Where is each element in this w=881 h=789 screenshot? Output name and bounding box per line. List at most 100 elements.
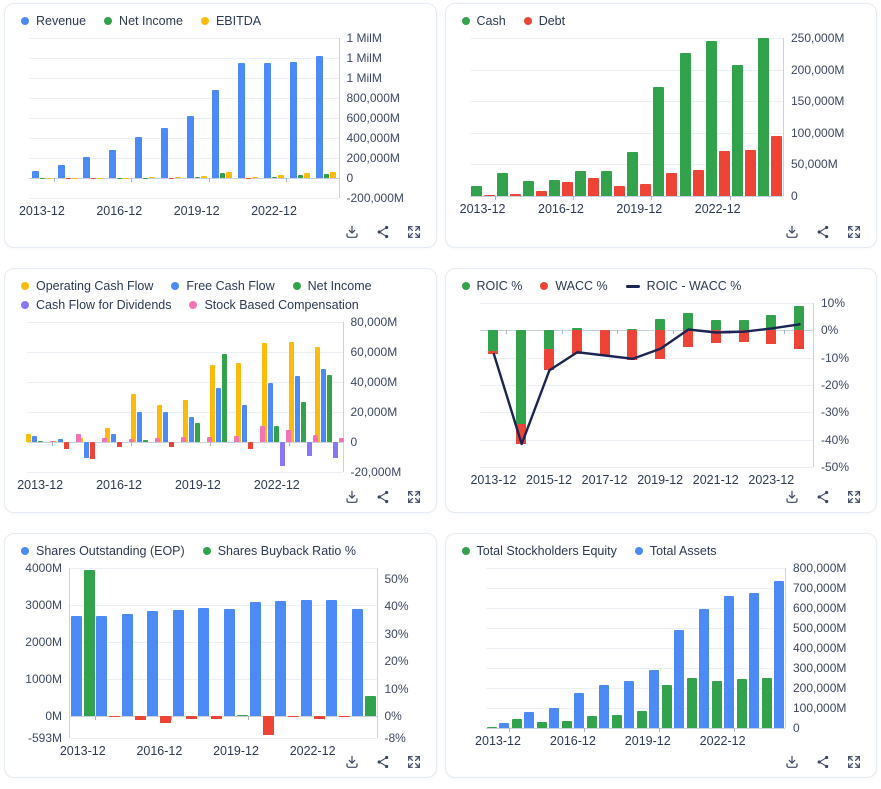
bar-net-income[interactable] — [143, 177, 149, 179]
bar-ebitda[interactable] — [200, 176, 207, 178]
bar-roic[interactable] — [710, 319, 721, 331]
bar-ebitda[interactable] — [278, 174, 285, 178]
bar-stock-based-compensation[interactable] — [259, 426, 265, 442]
legend-item-cash-flow-for-dividends[interactable]: Cash Flow for Dividends — [21, 298, 171, 312]
bar-stock-based-compensation[interactable] — [128, 438, 134, 442]
share-button[interactable] — [815, 224, 831, 240]
bar-shares-outstanding-eop[interactable] — [275, 601, 287, 716]
bar-free-cash-flow[interactable] — [320, 369, 326, 443]
bar-roic[interactable] — [571, 328, 582, 331]
bar-shares-outstanding-eop[interactable] — [249, 601, 261, 717]
bar-operating-cash-flow[interactable] — [51, 440, 57, 442]
expand-button[interactable] — [406, 224, 422, 240]
bar-net-income[interactable] — [168, 178, 174, 179]
bar-total-assets[interactable] — [648, 670, 659, 728]
legend-item-revenue[interactable]: Revenue — [21, 14, 86, 28]
bar-cash-flow-for-dividends[interactable] — [332, 442, 338, 458]
expand-button[interactable] — [846, 224, 862, 240]
legend-item-free-cash-flow[interactable]: Free Cash Flow — [171, 279, 275, 293]
bar-free-cash-flow[interactable] — [189, 416, 195, 442]
bar-free-cash-flow[interactable] — [268, 382, 274, 442]
bar-total-assets[interactable] — [548, 708, 559, 728]
share-button[interactable] — [375, 754, 391, 770]
bar-net-income[interactable] — [91, 178, 97, 179]
bar-net-income[interactable] — [246, 178, 252, 179]
bar-revenue[interactable] — [186, 116, 194, 178]
legend-item-shares-buyback-ratio[interactable]: Shares Buyback Ratio % — [202, 544, 356, 558]
bar-roic[interactable] — [599, 329, 610, 331]
line-roic-wacc[interactable] — [480, 303, 814, 467]
bar-roic[interactable] — [766, 314, 777, 331]
bar-net-income[interactable] — [300, 402, 306, 443]
bar-wacc[interactable] — [682, 330, 693, 347]
bar-total-stockholders-equity[interactable] — [686, 678, 697, 728]
bar-roic[interactable] — [738, 319, 749, 331]
legend-item-roic-wacc[interactable]: ROIC - WACC % — [625, 279, 741, 293]
bar-wacc[interactable] — [599, 330, 610, 357]
bar-stock-based-compensation[interactable] — [49, 441, 55, 443]
share-button[interactable] — [375, 224, 391, 240]
legend-item-shares-outstanding-eop[interactable]: Shares Outstanding (EOP) — [21, 544, 185, 558]
bar-cash[interactable] — [601, 170, 613, 196]
bar-operating-cash-flow[interactable] — [235, 362, 241, 442]
bar-ebitda[interactable] — [149, 177, 156, 179]
bar-wacc[interactable] — [543, 348, 554, 371]
bar-total-stockholders-equity[interactable] — [761, 678, 772, 728]
legend-item-total-assets[interactable]: Total Assets — [634, 544, 717, 558]
bar-revenue[interactable] — [135, 137, 143, 178]
bar-stock-based-compensation[interactable] — [286, 430, 292, 442]
bar-stock-based-compensation[interactable] — [102, 438, 108, 442]
legend-item-net-income[interactable]: Net Income — [104, 14, 183, 28]
bar-net-income[interactable] — [194, 176, 200, 178]
bar-shares-buyback-ratio[interactable] — [83, 569, 95, 716]
bar-free-cash-flow[interactable] — [110, 434, 116, 442]
bar-total-assets[interactable] — [773, 581, 784, 728]
bar-total-stockholders-equity[interactable] — [511, 719, 522, 728]
bar-shares-buyback-ratio[interactable] — [339, 716, 351, 718]
bar-ebitda[interactable] — [303, 173, 310, 178]
download-button[interactable] — [784, 489, 800, 505]
bar-debt[interactable] — [561, 182, 573, 196]
bar-operating-cash-flow[interactable] — [183, 400, 189, 442]
bar-net-income[interactable] — [117, 177, 123, 179]
share-button[interactable] — [375, 489, 391, 505]
bar-wacc[interactable] — [488, 350, 499, 355]
bar-roic[interactable] — [682, 313, 693, 331]
bar-stock-based-compensation[interactable] — [233, 435, 239, 442]
bar-cash[interactable] — [679, 53, 691, 196]
bar-total-stockholders-equity[interactable] — [486, 727, 497, 728]
bar-cash[interactable] — [548, 180, 560, 196]
bar-debt[interactable] — [483, 194, 495, 196]
bar-debt[interactable] — [692, 170, 704, 196]
legend-item-operating-cash-flow[interactable]: Operating Cash Flow — [21, 279, 153, 293]
bar-total-assets[interactable] — [698, 608, 709, 728]
bar-operating-cash-flow[interactable] — [314, 346, 320, 443]
legend-item-net-income[interactable]: Net Income — [292, 279, 372, 293]
bar-stock-based-compensation[interactable] — [154, 437, 160, 442]
legend-item-wacc[interactable]: WACC % — [540, 279, 608, 293]
bar-total-stockholders-equity[interactable] — [611, 714, 622, 728]
bar-net-income[interactable] — [247, 442, 253, 449]
bar-cash[interactable] — [496, 173, 508, 196]
bar-revenue[interactable] — [160, 128, 168, 178]
bar-operating-cash-flow[interactable] — [288, 341, 294, 442]
bar-wacc[interactable] — [516, 424, 527, 445]
bar-shares-outstanding-eop[interactable] — [172, 609, 184, 716]
bar-revenue[interactable] — [264, 63, 272, 178]
bar-shares-buyback-ratio[interactable] — [160, 716, 172, 723]
bar-shares-buyback-ratio[interactable] — [109, 716, 121, 718]
bar-operating-cash-flow[interactable] — [130, 394, 136, 442]
bar-revenue[interactable] — [289, 61, 297, 178]
bar-cash[interactable] — [705, 41, 717, 196]
bar-cash[interactable] — [731, 65, 743, 196]
bar-shares-outstanding-eop[interactable] — [70, 615, 82, 716]
bar-debt[interactable] — [535, 190, 547, 196]
bar-roic[interactable] — [516, 330, 527, 425]
bar-total-stockholders-equity[interactable] — [561, 721, 572, 728]
bar-total-assets[interactable] — [748, 592, 759, 728]
bar-debt[interactable] — [770, 136, 782, 196]
bar-revenue[interactable] — [83, 157, 91, 178]
bar-net-income[interactable] — [221, 353, 227, 442]
bar-ebitda[interactable] — [97, 177, 104, 179]
bar-total-assets[interactable] — [623, 681, 634, 728]
